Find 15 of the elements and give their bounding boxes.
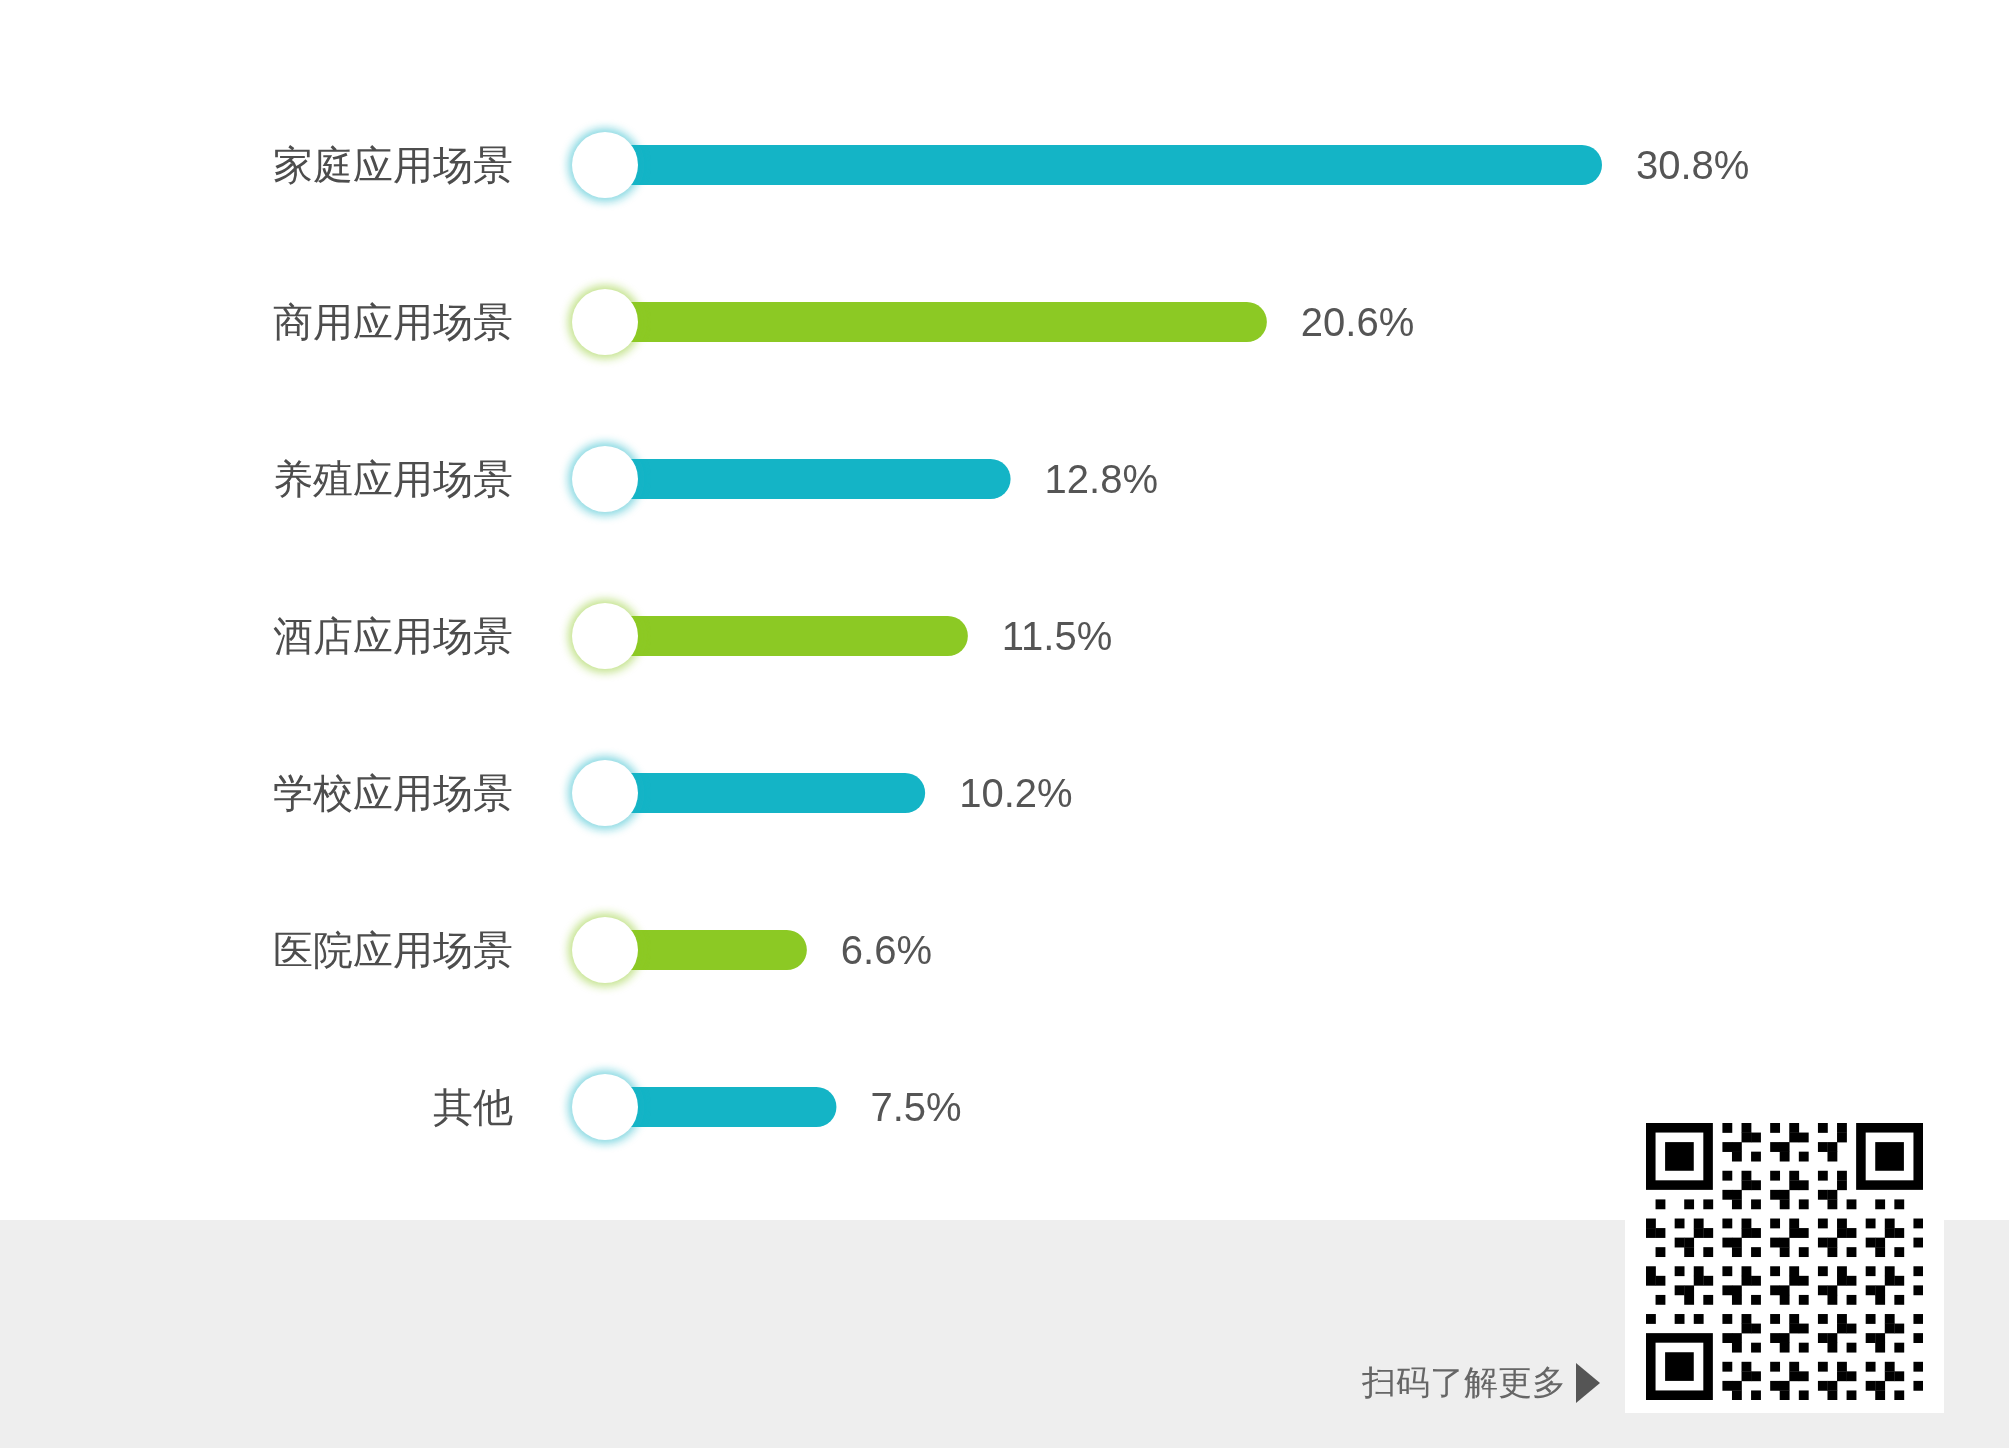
- data-label: 30.8%: [1636, 143, 1750, 188]
- y-tick-label: 其他: [433, 1084, 513, 1129]
- data-label: 12.8%: [1044, 457, 1158, 502]
- y-tick-label: 家庭应用场景: [273, 142, 513, 187]
- data-label: 20.6%: [1300, 300, 1415, 345]
- data-label: 7.5%: [870, 1085, 962, 1130]
- data-label: 10.2%: [959, 771, 1073, 816]
- data-label: 11.5%: [1001, 614, 1113, 659]
- y-tick-label: 商用应用场景: [273, 299, 513, 344]
- y-tick-label: 学校应用场景: [273, 770, 513, 815]
- data-label: 6.6%: [840, 928, 933, 973]
- y-tick-label: 医院应用场景: [273, 927, 513, 972]
- y-tick-label: 酒店应用场景: [273, 613, 513, 658]
- y-tick-label: 养殖应用场景: [273, 456, 513, 501]
- text: 扫码了解更多: [1361, 1362, 1566, 1402]
